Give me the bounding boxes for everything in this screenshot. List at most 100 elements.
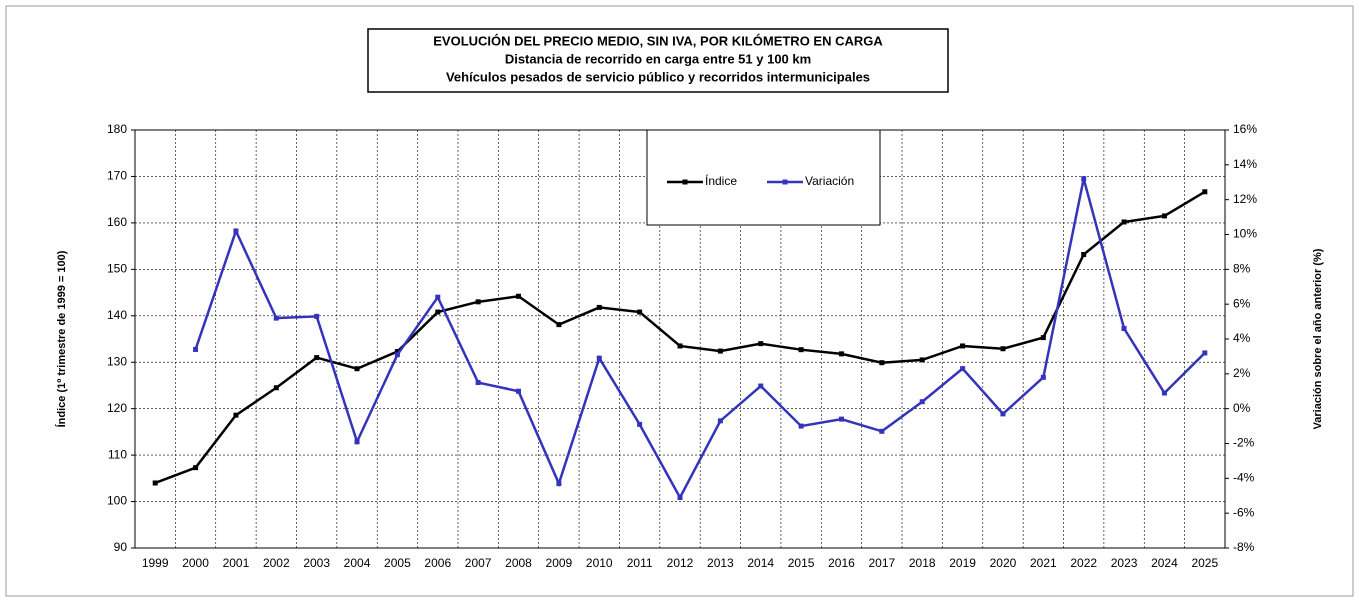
x-tick-label: 2024 [1151, 556, 1178, 570]
point-marker [798, 347, 804, 353]
y-tick-label: 170 [107, 169, 127, 183]
point-marker [677, 343, 683, 349]
point-marker [637, 421, 643, 427]
point-marker [960, 343, 966, 349]
y-tick-label: 110 [108, 447, 127, 461]
y2-tick-label: 12% [1233, 192, 1257, 206]
point-marker [596, 355, 602, 361]
y2-tick-label: -2% [1233, 436, 1255, 450]
point-marker [516, 388, 522, 394]
point-marker [1202, 350, 1208, 356]
point-marker [233, 228, 239, 234]
chart-frame [5, 5, 1354, 597]
x-tick-label: 2022 [1070, 556, 1097, 570]
y-tick-label: 160 [107, 215, 127, 229]
x-tick-label: 2025 [1191, 556, 1218, 570]
point-marker [354, 366, 360, 372]
y2-axis-title: Variación sobre el año anterior (%) [1312, 248, 1324, 429]
x-tick-label: 2017 [869, 556, 896, 570]
x-tick-label: 2006 [424, 556, 451, 570]
point-marker [394, 349, 400, 355]
point-marker [758, 341, 764, 347]
point-marker [838, 416, 844, 422]
chart-subtitle: Distancia de recorrido en carga entre 51… [505, 51, 811, 66]
y-tick-label: 140 [107, 308, 127, 322]
chart-title: EVOLUCIÓN DEL PRECIO MEDIO, SIN IVA, POR… [433, 33, 883, 48]
point-marker [475, 380, 481, 386]
x-tick-label: 2010 [586, 556, 613, 570]
point-marker [1081, 176, 1087, 182]
legend-box [646, 129, 881, 226]
point-marker [717, 348, 723, 354]
x-tick-label: 2012 [667, 556, 694, 570]
x-tick-label: 2019 [949, 556, 976, 570]
y2-tick-label: 14% [1233, 157, 1257, 171]
x-tick-label: 2014 [747, 556, 774, 570]
point-marker [556, 322, 562, 328]
point-marker [1040, 335, 1046, 341]
x-tick-label: 2009 [546, 556, 573, 570]
y-tick-label: 90 [114, 540, 128, 554]
point-marker [394, 352, 400, 358]
x-tick-label: 2002 [263, 556, 290, 570]
x-tick-label: 2021 [1030, 556, 1057, 570]
y-tick-label: 100 [107, 494, 127, 508]
point-marker [798, 423, 804, 429]
y-tick-label: 180 [107, 122, 127, 136]
y2-tick-label: 6% [1233, 296, 1251, 310]
legend-marker [782, 179, 788, 185]
point-marker [354, 439, 360, 445]
legend-label: Variación [805, 174, 854, 188]
point-marker [758, 383, 764, 389]
y-axis-title: Índice (1º trimestre de 1999 = 100) [55, 250, 68, 427]
series-line [194, 178, 1206, 501]
point-marker [919, 399, 925, 405]
point-marker [1000, 346, 1006, 352]
legend-label: Índice [705, 173, 737, 188]
x-tick-label: 2008 [505, 556, 532, 570]
point-marker [435, 309, 441, 315]
point-marker [273, 385, 279, 391]
point-marker [273, 315, 279, 321]
point-marker [1000, 411, 1006, 417]
title-box [367, 28, 949, 93]
y2-tick-label: 4% [1233, 331, 1251, 345]
x-tick-label: 2003 [303, 556, 330, 570]
point-marker [556, 481, 562, 487]
point-marker [596, 304, 602, 310]
y2-tick-label: -8% [1233, 540, 1255, 554]
point-marker [838, 351, 844, 357]
y2-tick-label: 0% [1233, 401, 1251, 415]
point-marker [233, 412, 239, 418]
point-marker [435, 294, 441, 300]
y2-tick-label: 16% [1233, 122, 1257, 136]
legend-marker [682, 179, 688, 185]
point-marker [152, 480, 158, 486]
point-marker [1161, 213, 1167, 219]
chart-subtitle: Vehículos pesados de servicio público y … [446, 69, 870, 84]
point-marker [879, 428, 885, 434]
y2-tick-label: 2% [1233, 366, 1251, 380]
point-marker [1161, 390, 1167, 396]
point-marker [919, 357, 925, 363]
point-marker [193, 346, 199, 352]
x-tick-label: 2007 [465, 556, 492, 570]
x-tick-label: 1999 [142, 556, 169, 570]
point-marker [516, 293, 522, 299]
point-marker [193, 465, 199, 471]
point-marker [677, 494, 683, 500]
point-marker [1202, 189, 1208, 195]
y2-tick-label: 10% [1233, 227, 1257, 241]
point-marker [960, 366, 966, 372]
y2-tick-label: 8% [1233, 262, 1251, 276]
point-marker [1040, 374, 1046, 380]
point-marker [1121, 219, 1127, 225]
point-marker [475, 299, 481, 305]
point-marker [1121, 326, 1127, 332]
y-tick-label: 130 [107, 354, 127, 368]
y-tick-label: 120 [107, 401, 127, 415]
x-tick-label: 2015 [788, 556, 815, 570]
x-tick-label: 2016 [828, 556, 855, 570]
